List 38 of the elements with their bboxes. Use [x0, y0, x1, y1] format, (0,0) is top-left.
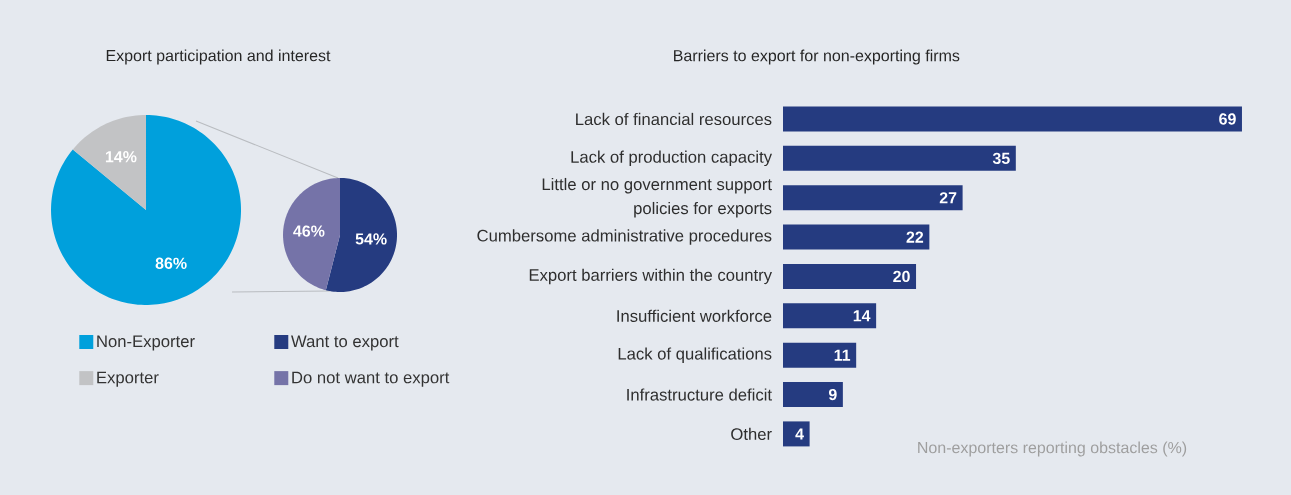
data-label: 4: [795, 428, 804, 440]
bar: [783, 421, 810, 447]
legend-label: Want to export: [291, 335, 399, 351]
data-label: 27: [939, 192, 957, 204]
data-label: 22: [906, 231, 924, 243]
bar: [783, 145, 1016, 171]
data-label: 14: [853, 310, 871, 322]
legend-label: Exporter: [97, 371, 159, 387]
data-label: 86%: [155, 257, 187, 269]
y-tick-label: Lack of financial resources: [576, 112, 772, 126]
y-tick-label: Export barriers within the country: [529, 268, 772, 285]
bar: [783, 342, 857, 368]
data-label: 14%: [105, 151, 137, 163]
data-label: 9: [828, 388, 837, 401]
legend-label: Do not want to export: [292, 371, 450, 387]
y-tick-label: Cumbersome administrative procedures: [477, 229, 772, 245]
x-axis-title: Non-exporters reporting obstacles (%): [918, 441, 1187, 457]
chart-title: Barriers to export for non-exporting firms: [674, 49, 960, 65]
y-tick-label: Lack of production capacity: [571, 150, 772, 167]
bar: [783, 263, 917, 289]
data-label: 54%: [355, 233, 387, 245]
data-label: 46%: [293, 225, 325, 237]
y-tick-label: Little or no government support policies for exports: [542, 177, 772, 218]
bar: [783, 106, 1242, 132]
bar: [783, 224, 930, 250]
y-tick-label: Other: [731, 427, 772, 441]
bar: [783, 303, 877, 329]
data-label: 11: [834, 349, 851, 361]
y-tick-label: Insufficient workforce: [617, 309, 772, 322]
data-label: 20: [893, 270, 910, 283]
chart-title: Export participation and interest: [106, 49, 331, 65]
y-tick-label: Infrastructure deficit: [627, 388, 772, 401]
bar: [783, 382, 843, 408]
bar: [783, 185, 963, 211]
data-label: 69: [1219, 113, 1236, 125]
y-tick-label: Lack of qualifications: [618, 347, 772, 363]
data-label: 35: [992, 152, 1010, 165]
legend-label: Non-Exporter: [97, 335, 195, 351]
